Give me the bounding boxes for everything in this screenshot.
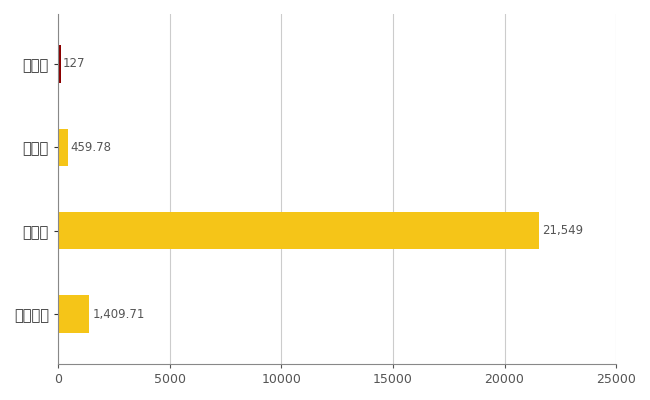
Bar	[58, 45, 60, 83]
Text: 21,549: 21,549	[543, 224, 584, 237]
Bar	[58, 212, 539, 250]
Text: 1,409.71: 1,409.71	[93, 308, 145, 320]
Text: 459.78: 459.78	[70, 141, 111, 154]
Text: 127: 127	[62, 58, 85, 70]
Bar	[58, 295, 90, 333]
Bar	[58, 128, 68, 166]
